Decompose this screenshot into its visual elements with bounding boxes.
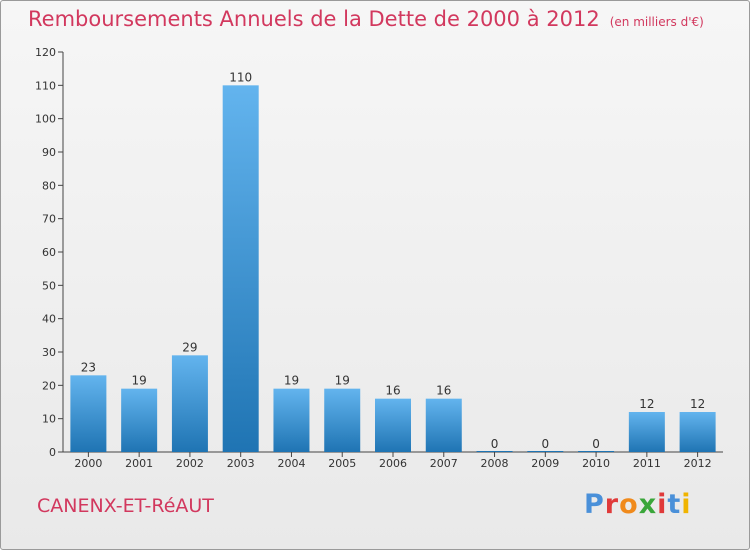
x-tick-label: 2003: [227, 457, 255, 470]
x-tick-label: 2001: [125, 457, 153, 470]
bar: [70, 375, 107, 452]
data-label: 29: [182, 340, 197, 354]
y-tick-label: 40: [42, 313, 56, 326]
y-tick-label: 60: [42, 246, 56, 259]
bar: [171, 355, 208, 452]
logo-letter: o: [619, 489, 639, 520]
bar: [628, 412, 665, 452]
chart-title: Remboursements Annuels de la Dette de 20…: [28, 7, 704, 31]
chart-subtitle: (en milliers d'€): [609, 15, 704, 29]
y-tick-label: 100: [35, 113, 56, 126]
y-tick-label: 30: [42, 346, 56, 359]
x-tick-label: 2000: [74, 457, 102, 470]
data-label: 19: [284, 374, 299, 388]
y-tick-label: 110: [35, 79, 56, 92]
y-tick-label: 10: [42, 413, 56, 426]
y-tick-label: 20: [42, 379, 56, 392]
x-tick-label: 2002: [176, 457, 204, 470]
bar: [222, 85, 259, 452]
x-tick-label: 2007: [430, 457, 458, 470]
data-label: 23: [81, 360, 96, 374]
logo-letter: r: [604, 489, 620, 520]
bar: [425, 398, 462, 452]
data-label: 0: [592, 437, 600, 451]
logo-letter: x: [638, 489, 658, 520]
y-tick-label: 120: [35, 46, 56, 59]
y-tick-label: 80: [42, 179, 56, 192]
data-label: 0: [541, 437, 549, 451]
bar: [375, 398, 411, 452]
x-tick-label: 2010: [582, 457, 610, 470]
x-tick-label: 2004: [277, 457, 305, 470]
x-tick-label: 2012: [684, 457, 712, 470]
y-tick-label: 70: [42, 213, 56, 226]
town-name: CANENX-ET-RéAUT: [37, 495, 214, 517]
data-label: 16: [436, 384, 451, 398]
y-tick-label: 0: [49, 446, 56, 459]
data-label: 12: [690, 397, 705, 411]
bar: [324, 388, 361, 452]
x-tick-label: 2009: [531, 457, 559, 470]
bar: [679, 412, 716, 452]
x-tick-label: 2011: [633, 457, 661, 470]
data-label: 110: [229, 70, 252, 84]
data-label: 19: [335, 374, 350, 388]
x-tick-label: 2006: [379, 457, 407, 470]
x-tick-label: 2005: [328, 457, 356, 470]
logo-letter: P: [584, 489, 605, 520]
x-tick-label: 2008: [481, 457, 509, 470]
logo-letter: i: [681, 489, 692, 520]
data-label: 0: [491, 437, 499, 451]
logo-letter: i: [657, 489, 668, 520]
data-label: 12: [639, 397, 654, 411]
proxiti-logo: Proxiti: [584, 489, 692, 520]
data-label: 16: [385, 384, 400, 398]
logo-letter: t: [667, 489, 682, 520]
data-label: 19: [132, 374, 147, 388]
y-tick-label: 90: [42, 146, 56, 159]
y-tick-label: 50: [42, 279, 56, 292]
bar: [121, 388, 158, 452]
title-text: Remboursements Annuels de la Dette de 20…: [28, 7, 600, 31]
bar: [273, 388, 310, 452]
